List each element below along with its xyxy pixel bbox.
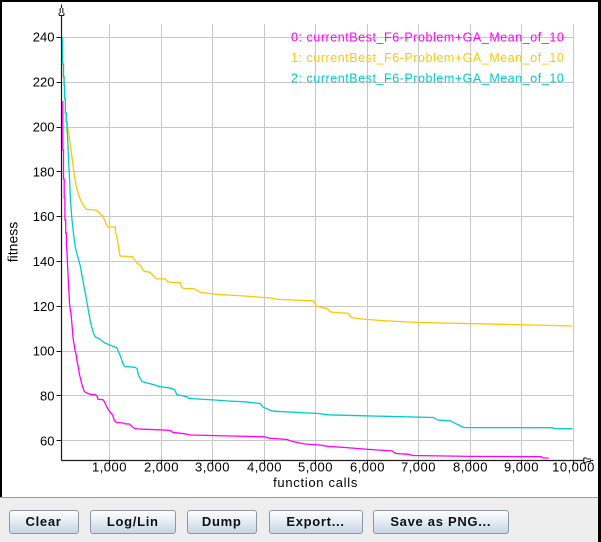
svg-text:10,000: 10,000 [552,460,595,475]
svg-text:0: currentBest_F6-Problem+GA_M: 0: currentBest_F6-Problem+GA_Mean_of_10 [291,31,564,45]
svg-text:120: 120 [33,299,55,314]
svg-text:8,000: 8,000 [453,460,488,475]
svg-text:5,000: 5,000 [298,460,333,475]
svg-text:6,000: 6,000 [350,460,385,475]
svg-text:2: currentBest_F6-Problem+GA_M: 2: currentBest_F6-Problem+GA_Mean_of_10 [291,72,564,86]
svg-text:220: 220 [33,75,55,90]
svg-text:100: 100 [33,344,55,359]
svg-text:140: 140 [33,254,55,269]
svg-text:80: 80 [40,389,54,404]
svg-text:200: 200 [33,119,55,134]
svg-text:240: 240 [33,30,55,45]
svg-text:160: 160 [33,209,55,224]
svg-text:4,000: 4,000 [247,460,282,475]
svg-text:1: currentBest_F6-Problem+GA_M: 1: currentBest_F6-Problem+GA_Mean_of_10 [291,51,564,65]
svg-text:1,000: 1,000 [92,460,127,475]
svg-text:7,000: 7,000 [401,460,436,475]
svg-text:function calls: function calls [273,475,358,490]
svg-text:9,000: 9,000 [504,460,539,475]
svg-text:fitness: fitness [4,222,20,262]
svg-text:180: 180 [33,164,55,179]
svg-text:2,000: 2,000 [144,460,179,475]
svg-text:60: 60 [40,433,54,448]
svg-text:3,000: 3,000 [195,460,230,475]
